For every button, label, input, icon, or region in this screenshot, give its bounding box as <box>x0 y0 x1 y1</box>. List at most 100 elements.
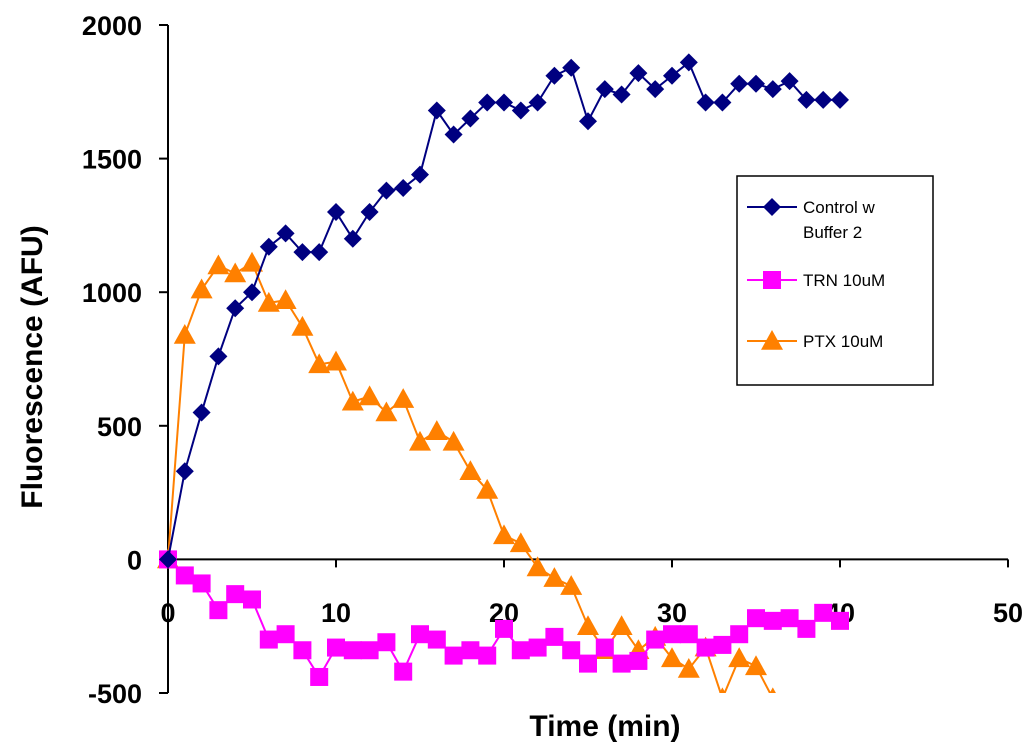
data-point <box>545 627 564 646</box>
data-point <box>629 651 648 670</box>
series-diamond <box>159 53 849 569</box>
data-point <box>713 635 732 654</box>
data-point <box>377 633 396 652</box>
data-point <box>696 638 715 657</box>
data-point <box>696 93 715 112</box>
data-point <box>327 638 345 657</box>
series-square <box>159 550 849 686</box>
data-point <box>595 80 614 99</box>
data-point <box>769 687 776 693</box>
y-tick-label: -500 <box>88 679 142 709</box>
data-point <box>831 90 849 109</box>
data-point <box>646 80 665 99</box>
data-point <box>224 262 247 283</box>
data-point <box>493 524 515 545</box>
data-point <box>459 460 482 481</box>
data-point <box>747 74 765 93</box>
data-point <box>780 72 799 91</box>
data-point <box>360 203 379 222</box>
data-point <box>509 532 532 553</box>
data-point <box>259 237 278 256</box>
x-tick-label: 10 <box>321 598 351 628</box>
data-point <box>325 350 347 371</box>
data-point <box>528 93 547 112</box>
data-point <box>814 90 833 109</box>
data-point <box>392 388 415 408</box>
x-tick-label: 0 <box>160 598 175 628</box>
data-point <box>495 619 513 638</box>
data-point <box>175 566 194 585</box>
data-point <box>276 224 295 243</box>
legend-label: PTX 10uM <box>803 332 883 351</box>
data-point <box>159 550 177 569</box>
data-point <box>814 603 833 622</box>
data-point <box>797 619 816 638</box>
data-point <box>308 353 331 374</box>
data-point <box>780 609 799 628</box>
x-axis-title: Time (min) <box>529 710 680 743</box>
y-axis-title: Fluorescence (AFU) <box>16 225 49 508</box>
x-tick-label: 50 <box>993 598 1023 628</box>
data-point <box>629 64 648 83</box>
data-point <box>360 641 379 660</box>
data-point <box>394 662 413 681</box>
legend-entry: PTX 10uM <box>747 330 883 351</box>
legend-label: Buffer 2 <box>803 223 862 242</box>
data-point <box>209 601 228 620</box>
data-point <box>411 625 429 644</box>
legend: Control w Buffer 2 TRN 10uM PTX 10uM <box>736 175 934 386</box>
data-point <box>661 647 683 668</box>
data-point <box>663 625 681 644</box>
legend-label: Control w <box>803 198 876 217</box>
data-point <box>173 323 196 344</box>
data-point <box>276 625 295 644</box>
data-point <box>209 347 228 366</box>
legend-entry: Control w Buffer 2 <box>747 198 876 242</box>
data-point <box>560 575 583 595</box>
data-point <box>327 203 345 222</box>
data-point <box>612 85 631 104</box>
data-point <box>192 403 211 422</box>
legend-marker <box>761 330 783 350</box>
data-point <box>562 58 581 77</box>
data-point <box>719 687 726 693</box>
y-tick-label: 500 <box>97 412 142 442</box>
data-point <box>577 615 599 635</box>
data-point <box>257 291 280 312</box>
data-point <box>679 625 698 644</box>
data-point <box>358 385 381 406</box>
data-point <box>243 283 261 302</box>
legend-marker <box>763 198 781 216</box>
data-point <box>461 641 480 660</box>
data-point <box>646 630 665 649</box>
legend-label: TRN 10uM <box>803 271 885 290</box>
data-point <box>394 178 413 197</box>
legend-marker <box>763 271 781 289</box>
data-point <box>259 630 278 649</box>
data-point <box>341 390 364 411</box>
data-point <box>190 278 213 299</box>
data-point <box>444 646 463 665</box>
data-point <box>476 478 499 499</box>
data-point <box>343 229 362 248</box>
data-point <box>511 101 530 120</box>
data-point <box>293 243 312 262</box>
data-point <box>409 430 431 451</box>
data-point <box>425 420 448 440</box>
data-point <box>207 254 230 275</box>
data-point <box>747 609 765 628</box>
data-point <box>274 289 297 310</box>
y-tick-label: 0 <box>127 545 142 575</box>
y-tick-label: 2000 <box>82 11 142 41</box>
data-point <box>226 299 245 318</box>
legend-entry: TRN 10uM <box>747 271 885 290</box>
data-point <box>679 53 698 72</box>
data-point <box>763 80 782 99</box>
data-point <box>310 667 329 686</box>
data-point <box>478 93 497 112</box>
series-layer <box>157 53 849 693</box>
data-point <box>579 112 597 131</box>
data-point <box>730 625 749 644</box>
x-tick-label: 30 <box>657 598 687 628</box>
